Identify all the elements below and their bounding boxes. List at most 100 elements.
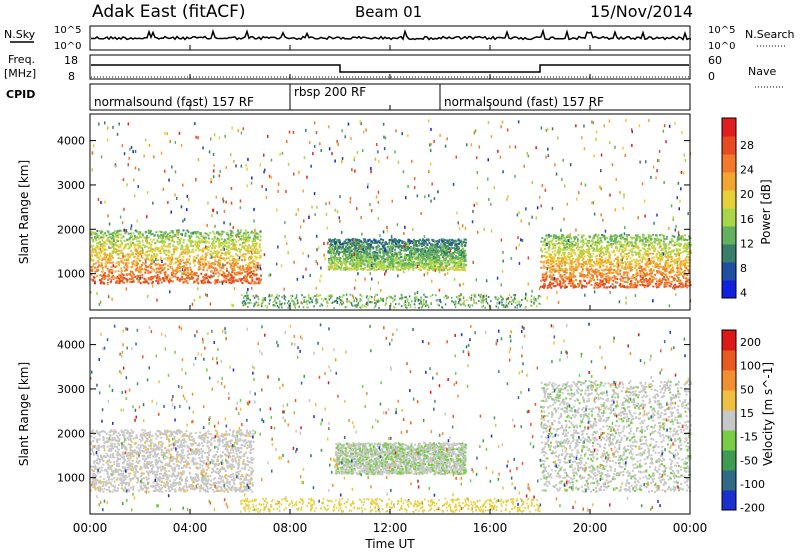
heatmap-cell bbox=[458, 247, 460, 250]
heatmap-cell bbox=[117, 246, 120, 249]
heatmap-cell bbox=[107, 257, 110, 260]
heatmap-cell bbox=[216, 250, 219, 253]
heatmap-cell bbox=[118, 230, 120, 233]
heatmap-cell bbox=[615, 236, 618, 239]
heatmap-cell bbox=[213, 237, 216, 240]
heatmap-cell bbox=[426, 243, 429, 246]
heatmap-cell bbox=[556, 242, 559, 245]
heatmap-cell bbox=[540, 249, 542, 252]
heatmap-cell bbox=[542, 261, 545, 264]
heatmap-cell bbox=[238, 271, 241, 274]
heatmap-cell bbox=[550, 286, 553, 289]
heatmap-cell bbox=[99, 240, 101, 243]
heatmap-cell bbox=[613, 237, 616, 240]
heatmap-cell bbox=[198, 237, 201, 240]
heatmap-cell bbox=[624, 286, 627, 289]
heatmap-cell bbox=[686, 273, 689, 276]
heatmap-cell bbox=[378, 249, 381, 252]
heatmap-cell bbox=[665, 276, 668, 279]
heatmap-cell bbox=[631, 274, 634, 277]
heatmap-cell bbox=[652, 285, 655, 288]
heatmap-cell bbox=[172, 244, 175, 247]
heatmap-cell bbox=[607, 251, 610, 254]
heatmap-cell bbox=[461, 256, 464, 258]
heatmap-cell bbox=[105, 264, 108, 267]
heatmap-cell bbox=[259, 256, 262, 259]
heatmap-cell bbox=[150, 256, 152, 259]
heatmap-cell bbox=[233, 247, 236, 250]
heatmap-cell bbox=[605, 286, 608, 289]
heatmap-cell bbox=[181, 275, 184, 278]
heatmap-cell bbox=[229, 259, 231, 262]
heatmap-cell bbox=[540, 266, 543, 269]
heatmap-cell bbox=[463, 267, 466, 270]
heatmap-cell bbox=[459, 257, 462, 260]
heatmap-cell bbox=[645, 237, 648, 240]
heatmap-cell bbox=[558, 235, 561, 238]
heatmap-cell bbox=[112, 246, 115, 249]
heatmap-cell bbox=[400, 244, 402, 247]
heatmap-cell bbox=[125, 273, 128, 276]
heatmap-cell bbox=[256, 251, 259, 254]
heatmap-cell bbox=[382, 239, 385, 241]
heatmap-cell bbox=[585, 242, 588, 245]
heatmap-cell bbox=[610, 272, 613, 275]
heatmap-cell bbox=[353, 266, 356, 269]
heatmap-cell bbox=[256, 238, 259, 241]
heatmap-cell bbox=[153, 255, 155, 258]
heatmap-cell bbox=[242, 253, 245, 256]
heatmap-cell bbox=[674, 253, 676, 255]
heatmap-cell bbox=[213, 247, 216, 250]
heatmap-cell bbox=[127, 238, 130, 241]
heatmap-cell bbox=[666, 261, 669, 264]
heatmap-cell bbox=[370, 261, 373, 264]
heatmap-cell bbox=[412, 242, 415, 245]
heatmap-cell bbox=[155, 280, 158, 282]
heatmap-cell bbox=[190, 244, 193, 247]
heatmap-cell bbox=[665, 274, 668, 277]
heatmap-cell bbox=[259, 249, 262, 252]
heatmap-cell bbox=[678, 257, 681, 260]
heatmap-cell bbox=[213, 256, 216, 259]
heatmap-cell bbox=[416, 258, 419, 261]
heatmap-cell bbox=[192, 276, 195, 279]
heatmap-cell bbox=[649, 252, 652, 255]
heatmap-cell bbox=[216, 238, 219, 241]
heatmap-cell bbox=[392, 267, 395, 270]
heatmap-cell bbox=[90, 255, 93, 258]
heatmap-cell bbox=[245, 263, 248, 266]
heatmap-cell bbox=[617, 266, 620, 268]
heatmap-cell bbox=[161, 237, 164, 240]
heatmap-cell bbox=[356, 242, 359, 245]
heatmap-cell bbox=[543, 273, 546, 276]
heatmap-cell bbox=[372, 247, 375, 250]
heatmap-cell bbox=[374, 257, 377, 260]
heatmap-cell bbox=[107, 270, 110, 273]
heatmap-cell bbox=[136, 262, 139, 265]
heatmap-cell bbox=[660, 281, 663, 284]
heatmap-cell bbox=[445, 266, 448, 269]
heatmap-cell bbox=[645, 238, 647, 241]
heatmap-cell bbox=[596, 248, 598, 251]
heatmap-cell bbox=[165, 278, 168, 281]
heatmap-cell bbox=[199, 241, 202, 243]
heatmap-cell bbox=[396, 254, 398, 257]
heatmap-cell bbox=[639, 253, 641, 256]
heatmap-cell bbox=[192, 273, 195, 276]
heatmap-cell bbox=[548, 270, 551, 273]
heatmap-cell bbox=[130, 244, 133, 247]
heatmap-cell bbox=[331, 240, 334, 243]
heatmap-cell bbox=[632, 245, 635, 247]
heatmap-cell bbox=[606, 278, 609, 281]
heatmap-cell bbox=[242, 245, 245, 248]
heatmap-cell bbox=[601, 250, 604, 253]
heatmap-cell bbox=[448, 247, 451, 249]
heatmap-cell bbox=[617, 268, 619, 271]
heatmap-cell bbox=[118, 279, 121, 282]
heatmap-cell bbox=[627, 251, 630, 254]
heatmap-cell bbox=[446, 251, 449, 254]
heatmap-cell bbox=[129, 255, 132, 257]
heatmap-cell bbox=[131, 281, 133, 283]
heatmap-cell bbox=[411, 240, 414, 243]
heatmap-cell bbox=[255, 266, 258, 268]
